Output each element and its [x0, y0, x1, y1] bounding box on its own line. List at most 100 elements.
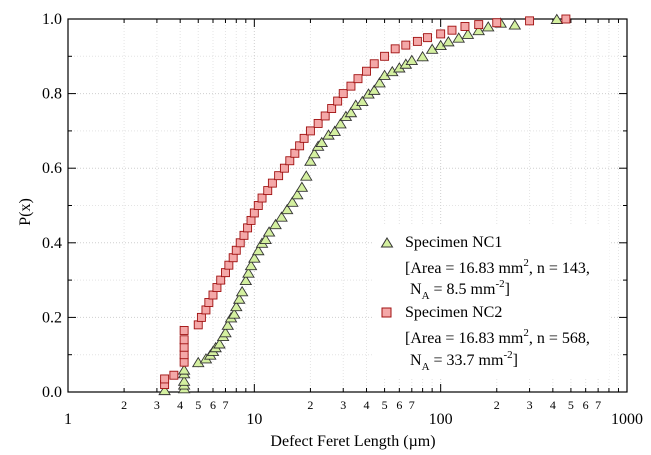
data-point-triangle	[299, 170, 313, 181]
data-point-triangle	[275, 211, 288, 222]
data-point-triangle	[213, 338, 226, 349]
data-point-square	[235, 238, 245, 248]
data-point-square	[492, 18, 502, 28]
y-tick-label: 1.0	[42, 11, 62, 28]
data-point-square	[353, 74, 363, 84]
data-point-triangle	[221, 319, 235, 330]
data-point-triangle	[239, 274, 253, 286]
x-minor-tick-label: 4	[364, 398, 370, 412]
data-point-square	[239, 230, 249, 240]
data-point-square	[460, 22, 470, 31]
x-minor-tick-label: 2	[494, 398, 500, 412]
data-point-triangle	[508, 19, 522, 30]
data-point-square	[401, 40, 411, 50]
x-minor-tick-label: 5	[568, 398, 574, 412]
legend: Specimen NC1 [Area = 16.83 mm2, n = 143,…	[373, 226, 609, 378]
data-point-triangle	[304, 155, 317, 166]
data-point-triangle	[481, 21, 495, 32]
data-point-square	[169, 370, 179, 380]
series-2	[160, 14, 571, 389]
x-minor-tick-label: 7	[595, 398, 601, 412]
data-point-triangle	[290, 188, 304, 200]
legend-item-nc1: Specimen NC1 [Area = 16.83 mm2, n = 143,…	[380, 234, 590, 302]
data-point-triangle	[373, 77, 386, 88]
data-point-square	[179, 326, 189, 335]
data-point-triangle	[550, 13, 564, 24]
data-point-triangle	[227, 308, 241, 319]
x-minor-tick-label: 2	[121, 398, 127, 412]
data-point-triangle	[315, 136, 329, 148]
legend-marker-nc2	[381, 307, 392, 318]
series-1	[158, 13, 564, 396]
data-point-square	[201, 305, 211, 315]
data-point-triangle	[344, 106, 358, 118]
data-point-triangle	[452, 32, 466, 43]
x-axis-label: Defect Feret Length (µm)	[270, 433, 435, 450]
data-point-square	[160, 374, 170, 384]
data-point-square	[380, 51, 390, 61]
data-point-triangle	[280, 203, 294, 215]
data-point-triangle	[262, 226, 276, 237]
x-tick-label: 10	[246, 411, 262, 428]
data-point-triangle	[334, 118, 347, 129]
data-point-triangle	[229, 300, 243, 312]
y-tick-label: 0.6	[42, 160, 62, 177]
data-point-square	[179, 342, 189, 352]
data-point-square	[299, 133, 309, 143]
data-point-square	[320, 111, 330, 121]
x-tick-label: 1000	[611, 411, 643, 428]
x-minor-tick-label: 3	[154, 398, 160, 412]
data-point-triangle	[242, 267, 255, 278]
data-point-triangle	[308, 147, 321, 159]
data-point-square	[228, 253, 238, 263]
data-point-triangle	[259, 233, 272, 245]
x-minor-tick-label: 6	[210, 398, 216, 412]
y-axis-label: P(x)	[17, 198, 34, 226]
data-point-square	[179, 335, 189, 345]
y-tick-label: 0.0	[42, 384, 62, 401]
data-point-triangle	[235, 285, 249, 297]
data-point-square	[561, 14, 571, 24]
data-point-triangle	[158, 384, 171, 396]
data-point-square	[221, 268, 230, 278]
legend-info-nc1-line2: NA = 8.5 mm-2]	[410, 278, 510, 302]
data-point-square	[423, 33, 432, 43]
data-point-square	[333, 96, 343, 106]
data-point-triangle	[295, 181, 309, 192]
data-point-square	[279, 163, 289, 173]
y-tick-label: 0.4	[42, 235, 62, 252]
data-point-square	[208, 290, 218, 300]
data-point-triangle	[367, 84, 381, 95]
data-point-triangle	[442, 36, 455, 47]
x-minor-tick-label: 6	[396, 398, 402, 412]
legend-info-nc1-line1: [Area = 16.83 mm2, n = 143,	[405, 257, 590, 277]
legend-label-nc2: Specimen NC2	[405, 304, 502, 321]
series-layer	[158, 13, 571, 396]
data-point-square	[436, 29, 446, 39]
legend-marker-nc1	[380, 237, 394, 248]
x-minor-tick-label: 6	[583, 398, 589, 412]
data-point-triangle	[286, 196, 299, 207]
data-point-square	[249, 208, 259, 218]
data-point-square	[179, 357, 189, 367]
x-minor-tick-label: 7	[409, 398, 415, 412]
x-minor-tick-label: 3	[340, 398, 346, 412]
x-minor-tick-label: 5	[195, 398, 201, 412]
x-tick-label: 100	[429, 411, 453, 428]
data-point-square	[295, 141, 305, 151]
data-point-triangle	[219, 326, 232, 338]
data-point-triangle	[177, 364, 191, 375]
x-minor-tick-label: 4	[550, 398, 556, 412]
data-point-triangle	[425, 43, 439, 54]
data-point-square	[216, 275, 226, 285]
data-point-square	[362, 66, 371, 76]
data-point-square	[412, 36, 422, 46]
data-point-square	[224, 260, 234, 270]
data-point-square	[346, 81, 356, 91]
data-point-square	[447, 25, 457, 35]
data-point-triangle	[328, 125, 342, 136]
data-point-square	[243, 223, 253, 233]
data-point-square	[290, 148, 300, 158]
